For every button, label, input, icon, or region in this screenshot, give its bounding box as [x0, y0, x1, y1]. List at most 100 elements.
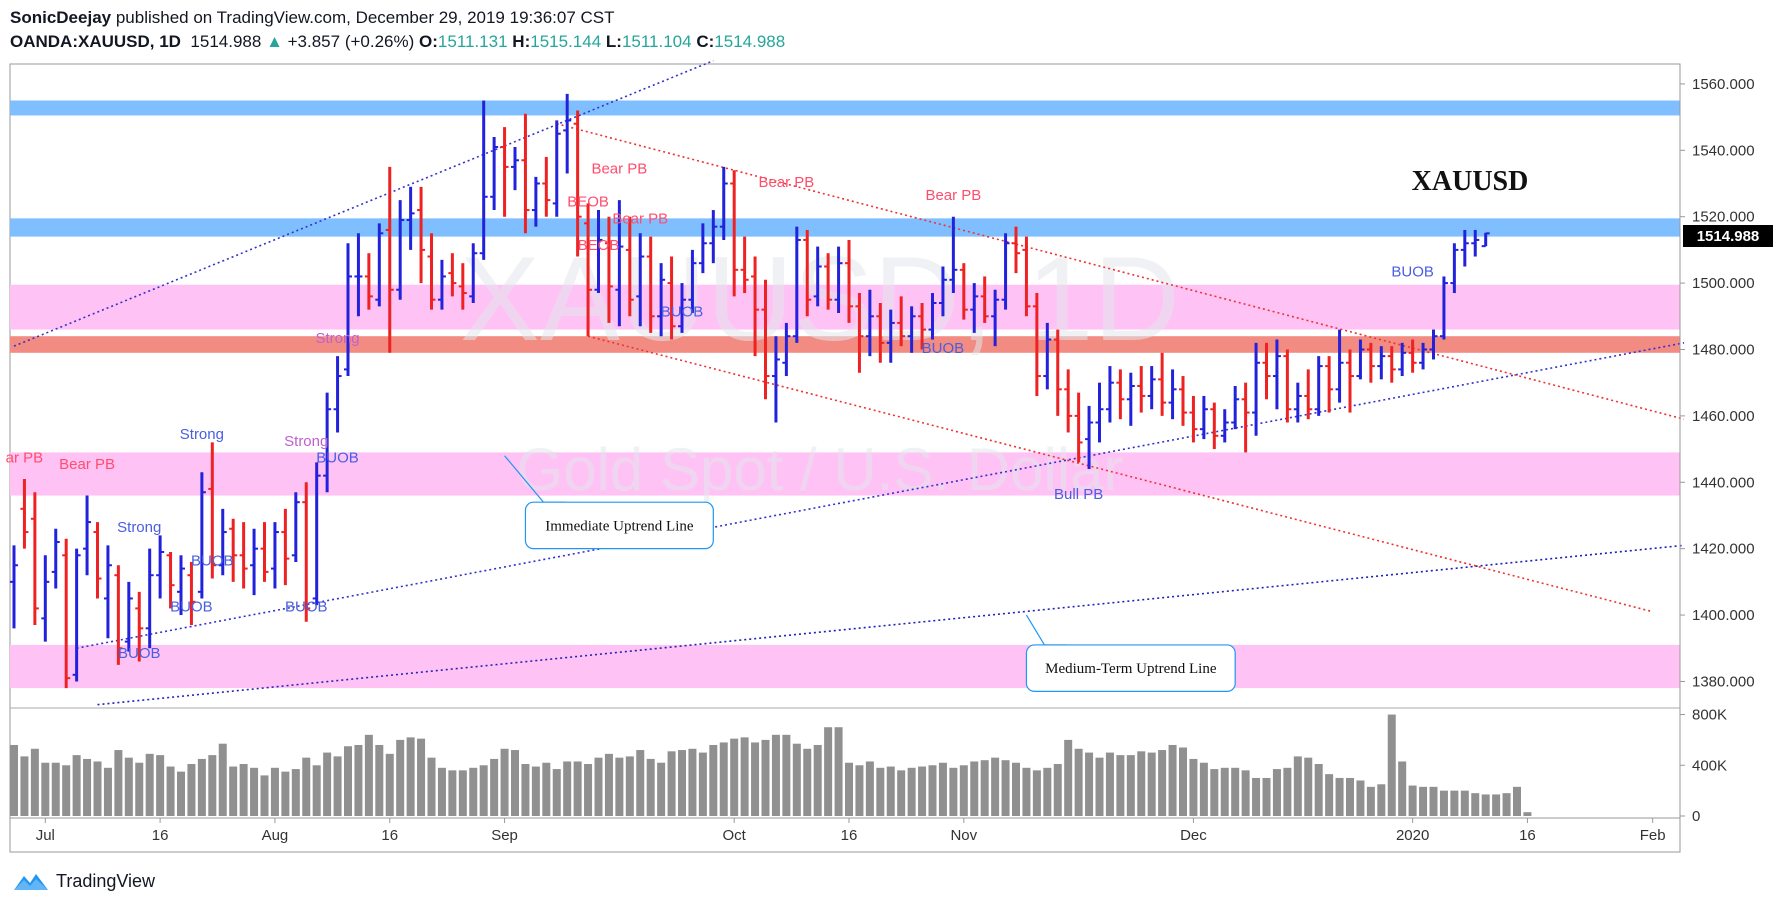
time-tick-label: 16 [381, 827, 398, 844]
volume-bar [197, 758, 206, 816]
signal-label: BUOB [922, 340, 965, 357]
volume-bar [1012, 762, 1020, 816]
ohlc-bar [740, 236, 749, 294]
ohlc-bar [103, 545, 112, 639]
ohlc-bar [886, 309, 895, 363]
brand-name[interactable]: TradingView [56, 870, 156, 891]
close-value: 1514.988 [714, 32, 786, 51]
open-label: O: [419, 32, 438, 51]
ohlc-bar [354, 233, 363, 317]
volume-bar [531, 766, 540, 816]
ohlc-bar [1095, 382, 1104, 443]
ohlc-bar [1199, 395, 1208, 440]
ohlc-bar [803, 229, 812, 317]
volume-bar [396, 739, 405, 816]
volume-bar [354, 744, 363, 816]
volume-bar [20, 756, 29, 816]
volume-bar [1471, 793, 1480, 816]
ohlc-bar [897, 296, 906, 347]
ohlc-bar [490, 137, 499, 211]
callout[interactable]: Immediate Uptrend Line [504, 455, 714, 550]
signal-label: Strong [315, 330, 359, 347]
ohlc-bar [1356, 339, 1365, 380]
volume-bar [1220, 767, 1229, 816]
signal-label: Bear PB [925, 187, 981, 204]
volume-bar [448, 770, 457, 816]
volume-bar [625, 756, 634, 816]
ohlc-bar [385, 166, 394, 353]
ohlc-bar-layer [10, 93, 1490, 689]
volume-bar [364, 734, 373, 816]
ohlc-bar [1419, 342, 1428, 370]
volume-bar [1241, 770, 1250, 816]
volume-bar [855, 765, 864, 816]
ohlc-bar [270, 522, 279, 589]
ohlc-bar [667, 256, 676, 340]
volume-bar [1105, 752, 1114, 816]
ohlc-bar [949, 216, 958, 294]
last-price-label: 1514.988 [1697, 228, 1760, 245]
ohlc-bar [552, 120, 561, 217]
price-tick-label: 1520.000 [1692, 209, 1755, 226]
volume-bar [458, 770, 467, 816]
volume-bar [229, 766, 238, 816]
symbol-line: OANDA:XAUUSD, 1D 1514.988 ▲ +3.857 (+0.2… [10, 30, 785, 54]
volume-bar [1168, 744, 1177, 816]
ohlc-bar [761, 279, 770, 400]
ohlc-bar [1346, 349, 1354, 413]
volume-bar [1126, 755, 1135, 816]
ohlc-bar [291, 492, 300, 562]
ohlc-bar [83, 495, 92, 576]
ohlc-bar [1241, 382, 1250, 453]
price-axis[interactable]: 1380.000 1400.000 1420.000 1440.000 1460.000… [1680, 76, 1755, 825]
volume-bar [187, 764, 196, 816]
low-label: L: [605, 32, 622, 51]
signal-label: BUOB [118, 645, 161, 662]
time-tick-label: Jul [36, 827, 55, 844]
time-axis[interactable]: Jul 16 Aug 16 Sep Oct 16 Nov Dec 2020 16 Feb [36, 818, 1666, 844]
ohlc-bar [114, 565, 123, 665]
chart-header: SonicDeejay published on TradingView.com… [10, 6, 785, 54]
ohlc-bar [834, 246, 843, 313]
callout-box [524, 501, 714, 550]
price-tick-label: 1380.000 [1692, 673, 1755, 690]
ohlc-bar [688, 249, 697, 313]
ohlc-bar [1179, 376, 1187, 426]
ohlc-bar [437, 259, 446, 310]
ohlc-bar [928, 293, 937, 340]
ohlc-bar [771, 336, 780, 423]
last-price-tag: 1514.988 [1683, 225, 1773, 247]
ohlc-bar [208, 442, 217, 579]
volume-bar [1502, 793, 1511, 816]
volume-bar [897, 770, 906, 816]
signal-label: BUOB [191, 552, 234, 569]
author-name[interactable]: SonicDeejay [10, 8, 112, 27]
volume-bar [1513, 786, 1521, 816]
volume-bar [845, 762, 853, 816]
ohlc-bar [876, 303, 885, 363]
ohlc-bar [20, 478, 29, 549]
ohlc-bar [312, 462, 321, 606]
volume-bar [959, 765, 968, 816]
ohlc-bar [396, 200, 405, 300]
tradingview-logo-icon[interactable] [12, 870, 50, 892]
volume-bar [10, 744, 18, 816]
ohlc-bar [792, 226, 801, 343]
callout[interactable]: Medium-Term Uptrend Line [1025, 614, 1236, 693]
volume-bar [103, 767, 112, 816]
volume-bar [479, 765, 488, 816]
volume-bar [500, 748, 509, 816]
volume-bar [949, 767, 958, 816]
volume-bar [1189, 758, 1198, 816]
ohlc-bar [542, 156, 551, 217]
time-tick-label: Aug [262, 827, 289, 844]
ohlc-bar [719, 166, 728, 240]
volume-bar [782, 734, 791, 816]
ohlc-bar [1074, 392, 1083, 463]
volume-bar [1043, 767, 1052, 816]
ohlc-bar [938, 266, 947, 317]
ohlc-bar [479, 100, 488, 260]
ohlc-bar [10, 545, 18, 629]
volume-bar [1523, 812, 1532, 816]
